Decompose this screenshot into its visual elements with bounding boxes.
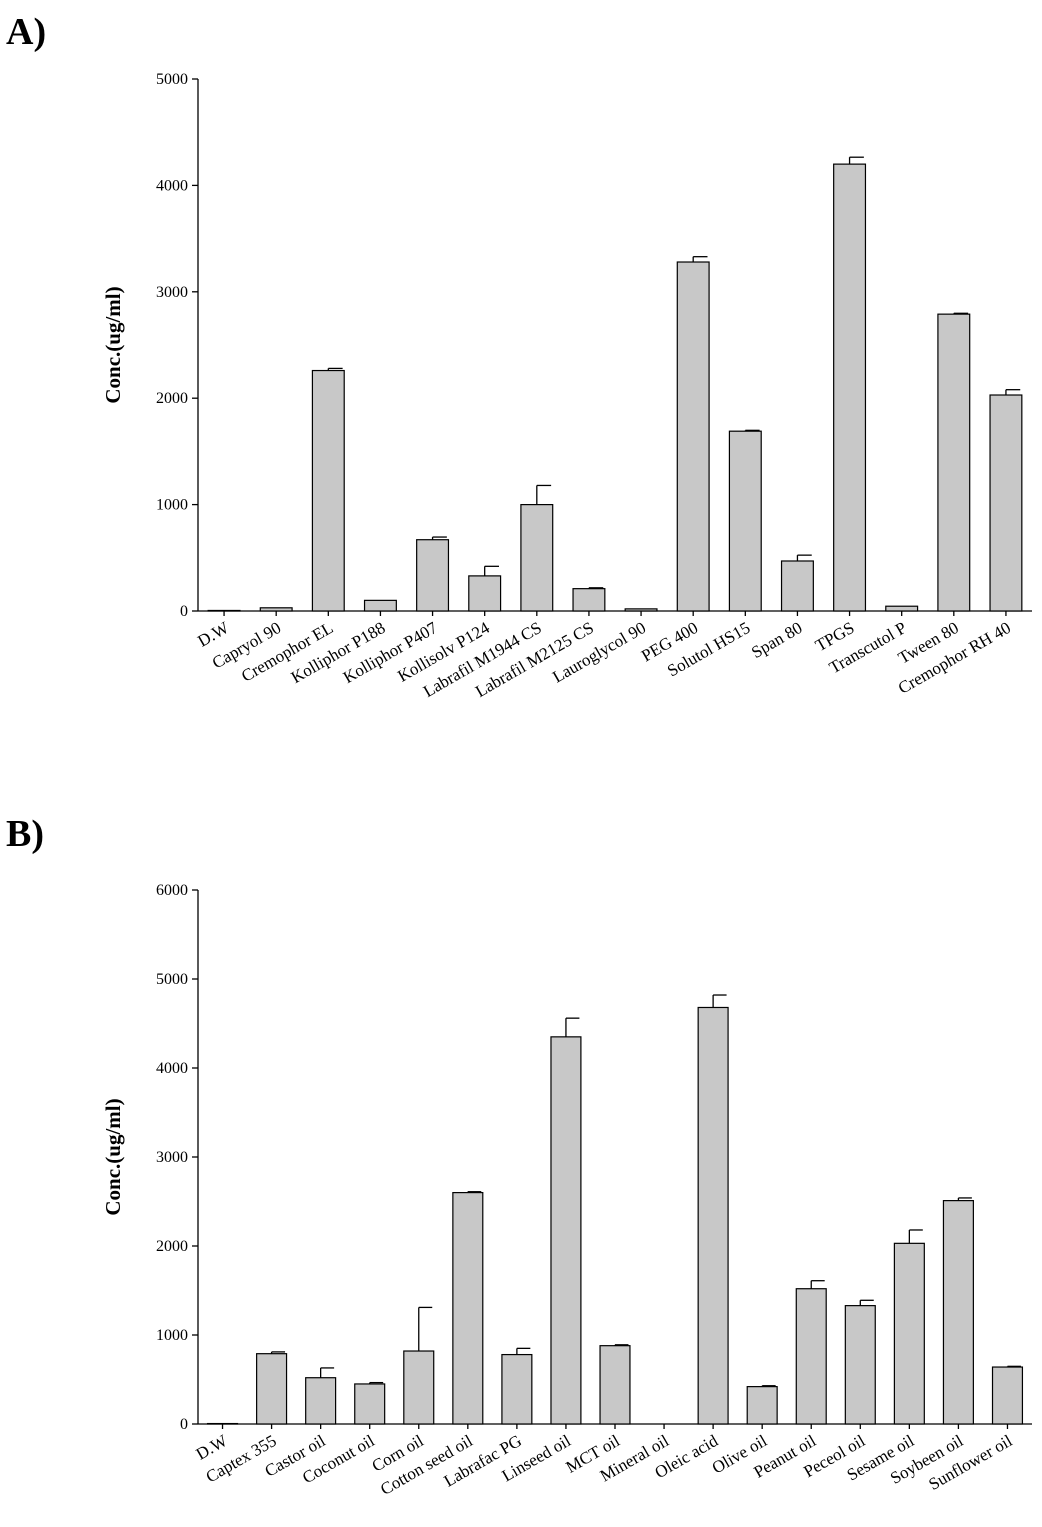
bar bbox=[572, 588, 606, 612]
bar bbox=[599, 1345, 631, 1425]
y-tick-label: 5000 bbox=[156, 71, 188, 88]
y-tick-label: 6000 bbox=[156, 882, 188, 899]
panel-a-error-bars bbox=[327, 156, 1021, 589]
y-tick-label: 0 bbox=[180, 1416, 188, 1433]
panel-b: B) Conc.(ug/ml) 0 1000 2000 3000 4000 5000 600… bbox=[6, 813, 1032, 1499]
bar bbox=[311, 369, 345, 612]
bar bbox=[354, 1383, 386, 1425]
bar bbox=[989, 394, 1023, 612]
y-tick-label: 0 bbox=[180, 603, 188, 620]
bar bbox=[501, 1353, 533, 1425]
y-tick-label: 1000 bbox=[156, 1327, 188, 1344]
y-tick-label: 4000 bbox=[156, 177, 188, 194]
bar bbox=[937, 313, 971, 612]
bar bbox=[452, 1191, 484, 1425]
bar bbox=[403, 1350, 435, 1425]
bar bbox=[991, 1366, 1024, 1425]
bar bbox=[942, 1200, 974, 1425]
bar bbox=[844, 1305, 876, 1425]
panel-b-error-bars bbox=[270, 994, 1021, 1387]
panel-a: A) Conc.(ug/ml) 0 1000 2000 3000 4000 5000 D.… bbox=[6, 11, 1032, 701]
y-tick-label: 2000 bbox=[156, 1238, 188, 1255]
x-tick-label: Span 80 bbox=[748, 618, 805, 662]
y-tick-label: 4000 bbox=[156, 1060, 188, 1077]
y-tick-label: 1000 bbox=[156, 497, 188, 514]
bar bbox=[363, 599, 397, 612]
y-tick-label: 3000 bbox=[156, 1149, 188, 1166]
y-tick-label: 5000 bbox=[156, 971, 188, 988]
bar bbox=[728, 430, 762, 612]
panel-a-y-axis-title: Conc.(ug/ml) bbox=[101, 286, 125, 403]
bar bbox=[259, 607, 293, 612]
bar bbox=[256, 1353, 288, 1425]
panel-b-label: B) bbox=[6, 813, 44, 855]
bar bbox=[885, 605, 919, 612]
bar bbox=[305, 1377, 337, 1425]
panel-a-bars bbox=[207, 163, 1023, 612]
bar bbox=[833, 163, 867, 612]
y-tick-label: 3000 bbox=[156, 284, 188, 301]
bar bbox=[468, 575, 502, 612]
bar bbox=[550, 1036, 582, 1425]
panel-b-y-ticks: 0 1000 2000 3000 4000 5000 6000 bbox=[156, 882, 198, 1433]
bar bbox=[416, 539, 450, 612]
bar bbox=[697, 1006, 729, 1425]
panel-b-bars bbox=[206, 1006, 1024, 1425]
bar bbox=[893, 1242, 925, 1425]
bar bbox=[207, 609, 241, 612]
bar bbox=[676, 261, 710, 612]
panel-a-label: A) bbox=[6, 11, 46, 53]
panel-a-y-ticks: 0 1000 2000 3000 4000 5000 bbox=[156, 71, 198, 620]
bar bbox=[795, 1288, 827, 1425]
bar bbox=[624, 608, 658, 612]
bar bbox=[780, 560, 814, 612]
bar bbox=[746, 1386, 778, 1425]
y-tick-label: 2000 bbox=[156, 390, 188, 407]
bar bbox=[520, 504, 554, 612]
panel-b-y-axis-title: Conc.(ug/ml) bbox=[101, 1098, 125, 1215]
